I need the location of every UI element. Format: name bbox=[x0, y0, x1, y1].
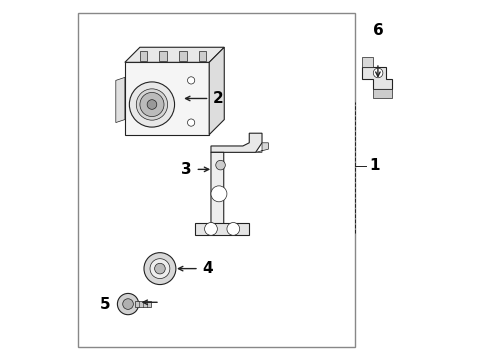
Polygon shape bbox=[125, 47, 224, 62]
Text: 6: 6 bbox=[372, 23, 383, 38]
Circle shape bbox=[205, 222, 218, 235]
Circle shape bbox=[227, 222, 240, 235]
Polygon shape bbox=[373, 89, 392, 99]
Circle shape bbox=[373, 68, 383, 78]
Circle shape bbox=[188, 119, 195, 126]
Bar bbox=[135, 301, 151, 307]
Text: 5: 5 bbox=[99, 297, 110, 311]
Bar bbox=[179, 51, 187, 61]
Circle shape bbox=[144, 253, 176, 284]
Bar bbox=[198, 51, 206, 61]
Polygon shape bbox=[211, 133, 262, 152]
Text: 1: 1 bbox=[369, 158, 380, 173]
Polygon shape bbox=[195, 222, 249, 235]
Circle shape bbox=[118, 293, 139, 315]
Circle shape bbox=[155, 263, 165, 274]
Polygon shape bbox=[362, 57, 373, 67]
Circle shape bbox=[129, 82, 174, 127]
Polygon shape bbox=[256, 143, 269, 152]
Polygon shape bbox=[116, 77, 125, 123]
Circle shape bbox=[150, 259, 170, 279]
Polygon shape bbox=[211, 152, 224, 229]
Circle shape bbox=[136, 89, 168, 120]
Text: 4: 4 bbox=[202, 261, 213, 276]
Circle shape bbox=[188, 77, 195, 84]
Polygon shape bbox=[362, 67, 392, 89]
Circle shape bbox=[140, 93, 164, 117]
Circle shape bbox=[216, 160, 225, 170]
Bar bbox=[140, 51, 147, 61]
Circle shape bbox=[147, 100, 157, 109]
Text: 3: 3 bbox=[181, 162, 192, 177]
Bar bbox=[125, 62, 209, 135]
Text: 2: 2 bbox=[213, 91, 224, 106]
Polygon shape bbox=[209, 47, 224, 135]
Circle shape bbox=[122, 299, 133, 309]
Circle shape bbox=[211, 186, 227, 202]
Bar bbox=[159, 51, 167, 61]
Bar bbox=[78, 13, 355, 347]
